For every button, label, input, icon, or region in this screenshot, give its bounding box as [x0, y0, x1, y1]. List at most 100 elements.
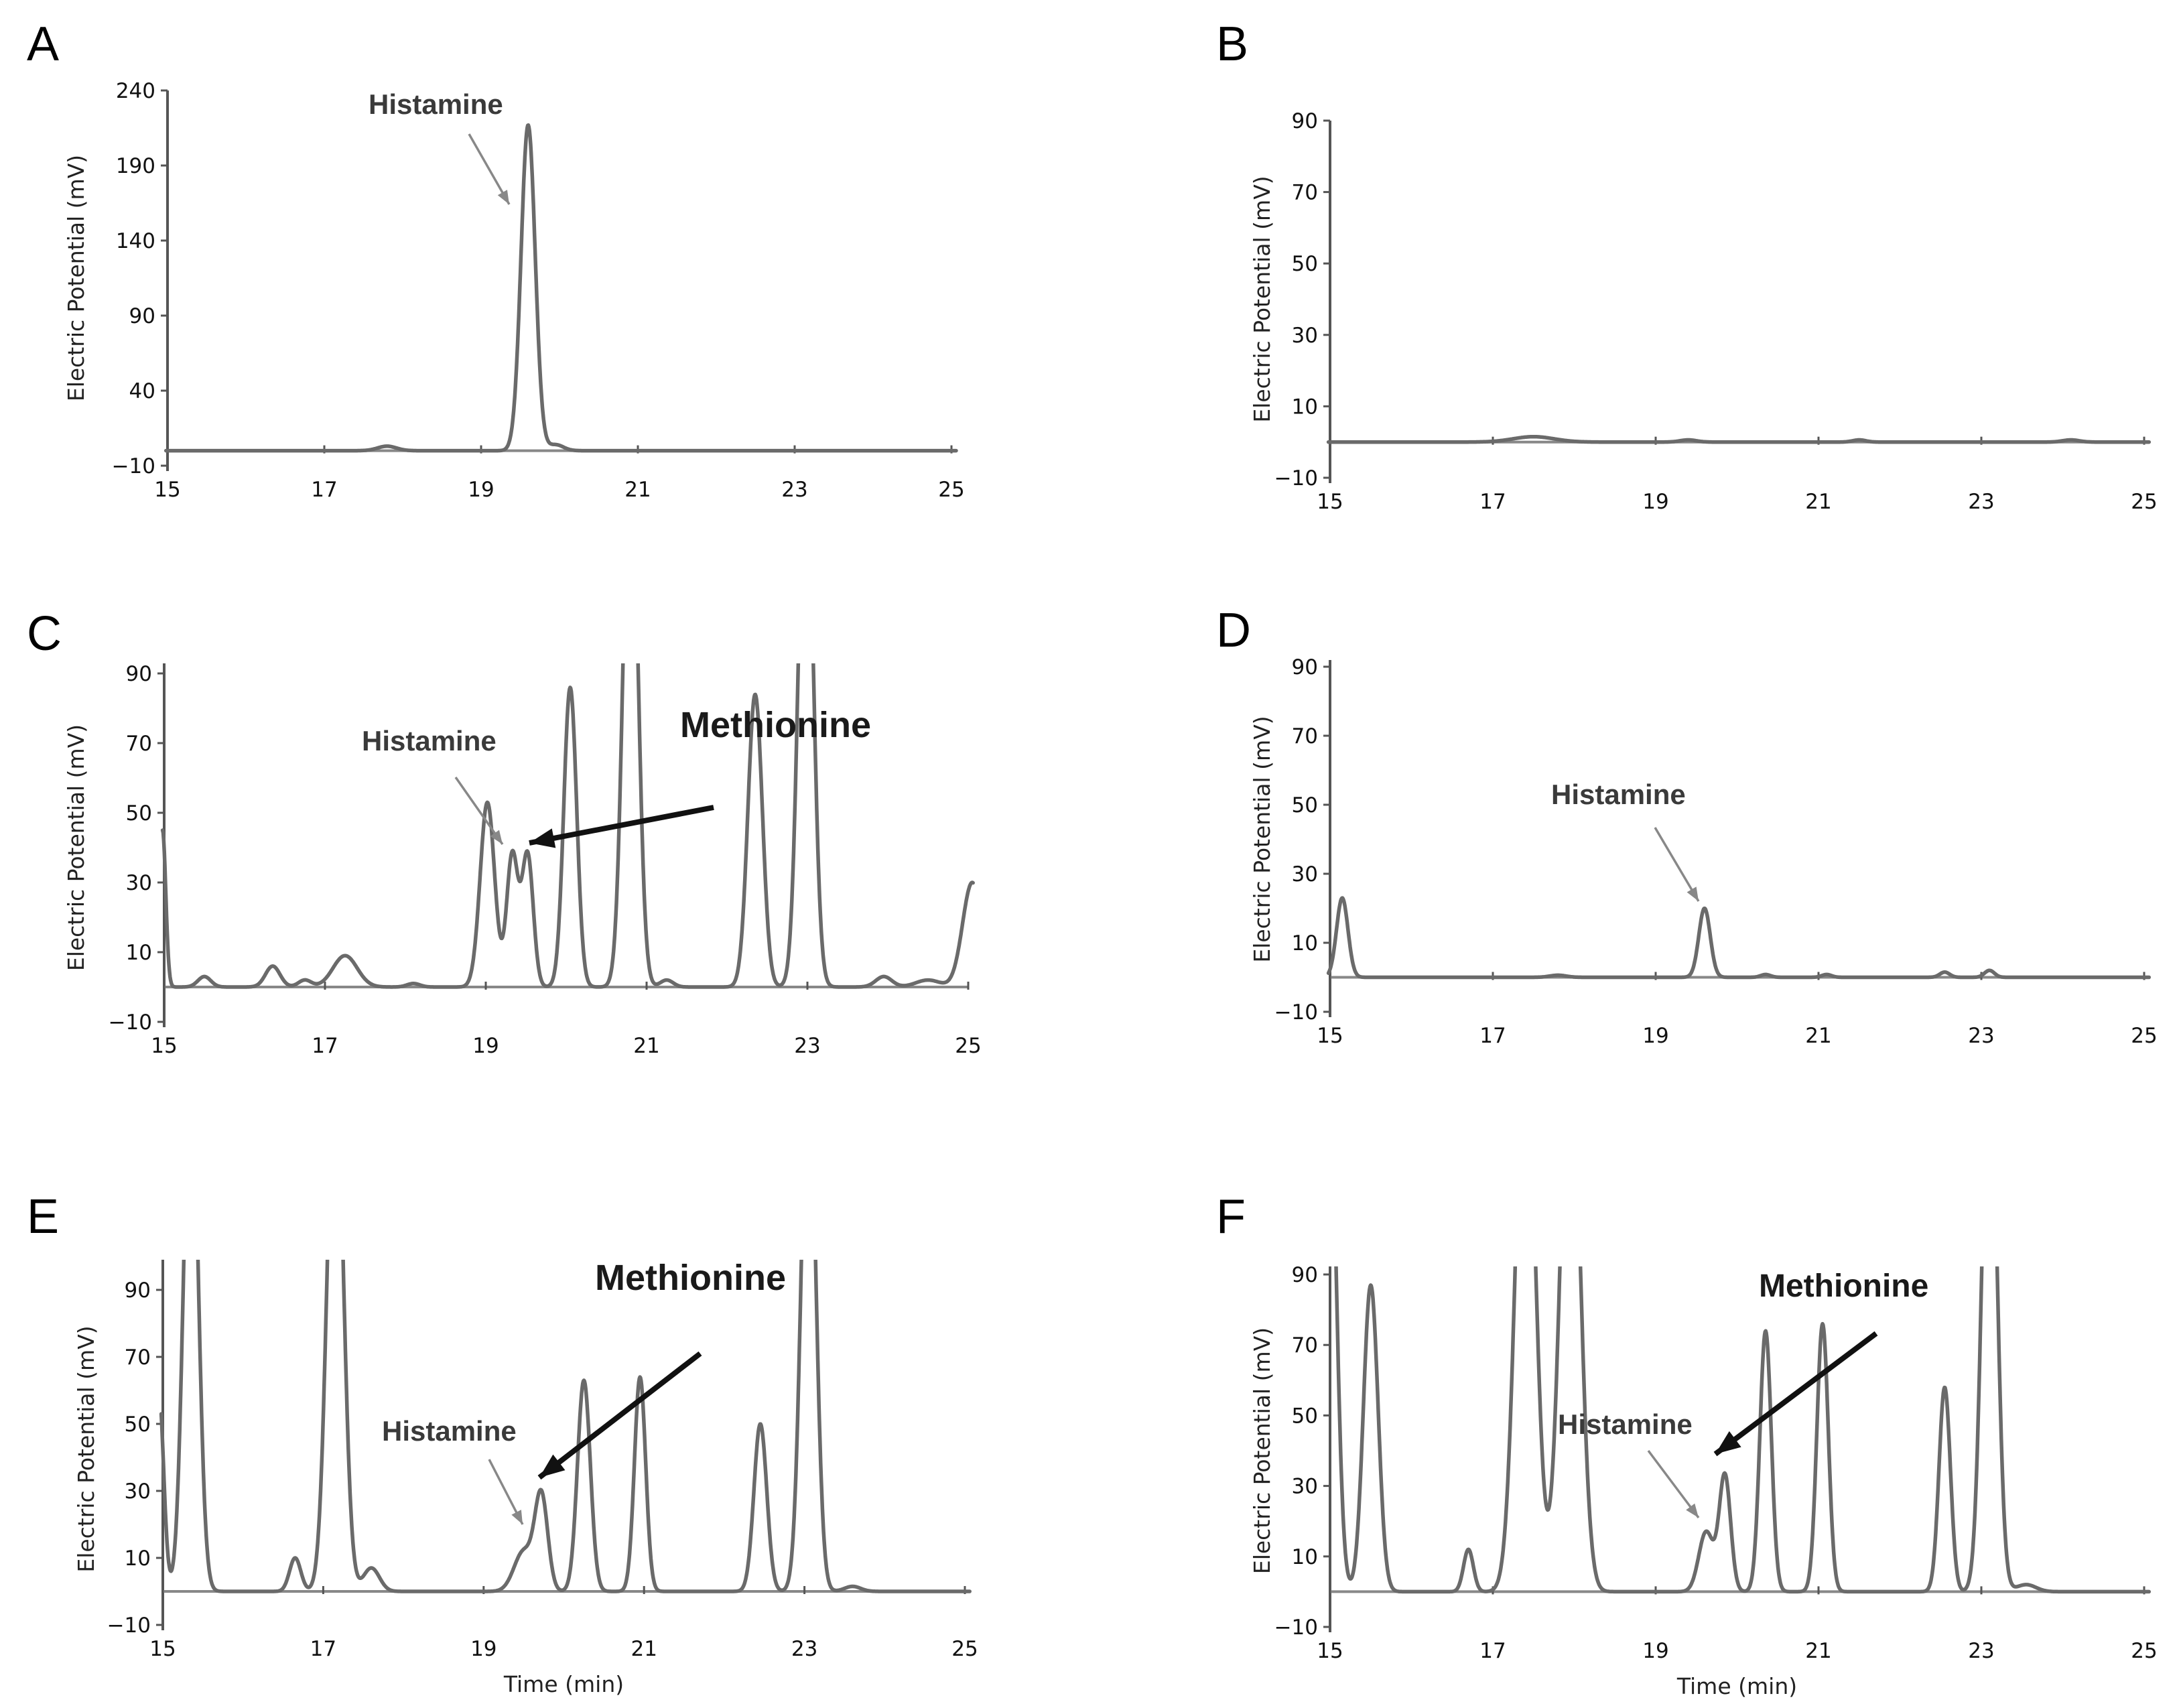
- histamine-label: Histamine: [1551, 779, 1686, 810]
- x-tick-label: 25: [938, 478, 964, 502]
- y-tick-label: 40: [129, 379, 155, 403]
- x-tick-label: 19: [1642, 490, 1668, 514]
- y-axis-title: Electric Potential (mV): [73, 1325, 99, 1572]
- histamine-arrow: [1654, 827, 1700, 902]
- chromatogram-trace: [1334, 1266, 2152, 1594]
- panel-letter: B: [1216, 17, 1248, 71]
- y-tick-label: 10: [1292, 1545, 1318, 1569]
- panel-letter: D: [1216, 604, 1251, 657]
- x-tick-label: 21: [1805, 1024, 1831, 1048]
- y-tick-label: 90: [1292, 109, 1318, 133]
- chromatogram-trace: [159, 1260, 972, 1593]
- x-tick-label: 15: [154, 478, 180, 502]
- x-tick-label: 25: [2131, 1024, 2157, 1048]
- x-tick-label: 17: [311, 478, 337, 502]
- y-tick-label: 30: [126, 871, 152, 895]
- y-tick-label: 30: [1292, 862, 1318, 886]
- x-tick-label: 15: [1317, 1024, 1343, 1048]
- y-tick-label: 70: [1292, 1333, 1318, 1358]
- y-tick-label: 50: [1292, 1404, 1318, 1428]
- x-tick-label: 23: [1968, 490, 1994, 514]
- x-tick-label: 25: [2131, 490, 2157, 514]
- arrow-head: [497, 190, 509, 204]
- panel-letter: F: [1216, 1190, 1246, 1244]
- x-tick-label: 23: [791, 1637, 817, 1661]
- y-tick-label: 50: [125, 1413, 151, 1437]
- x-tick-label: 15: [1317, 1639, 1343, 1663]
- arrow-head: [539, 1454, 566, 1477]
- panel-e: E −10 10 30 50 70 90 15 17 19 21 23 25 Electric Poten…: [27, 1190, 978, 1697]
- methionine-label: Methionine: [1759, 1268, 1928, 1304]
- y-tick-label: 30: [125, 1480, 151, 1504]
- y-tick-label: 190: [116, 154, 155, 178]
- x-tick-label: 19: [472, 1034, 499, 1058]
- methionine-arrow: [537, 1351, 702, 1480]
- x-tick-label: 19: [1642, 1024, 1668, 1048]
- panel-letter: C: [27, 607, 62, 661]
- panel-a: A −10 40 90 140 190 240 15 17 19 21 23 25 Electric Po…: [27, 17, 965, 502]
- y-tick-label: 90: [129, 304, 155, 328]
- y-axis-title: Electric Potential (mV): [1249, 716, 1275, 962]
- y-tick-label: 70: [1292, 724, 1318, 748]
- panel-letter: E: [27, 1190, 59, 1244]
- y-tick-label: 240: [116, 79, 155, 103]
- chromatogram-trace: [1326, 434, 2152, 444]
- x-tick-label: 21: [631, 1637, 657, 1661]
- peak-point: [1570, 1274, 1571, 1275]
- y-tick-label: 70: [125, 1345, 151, 1370]
- y-tick-label: −10: [107, 1614, 151, 1638]
- x-axis-title: Time (min): [1676, 1673, 1797, 1699]
- y-tick-label: 90: [126, 662, 152, 686]
- y-tick-label: −10: [1274, 466, 1318, 490]
- x-tick-label: 21: [1805, 490, 1831, 514]
- x-tick-label: 23: [1968, 1024, 1994, 1048]
- arrow-head: [1715, 1431, 1741, 1454]
- arrow-head: [529, 828, 556, 848]
- chromatogram-trace: [1326, 896, 2152, 980]
- histamine-label: Histamine: [1558, 1408, 1693, 1440]
- histamine-arrow: [1647, 1449, 1700, 1519]
- arrow-head: [1686, 1503, 1699, 1518]
- arrow-head: [511, 1510, 523, 1524]
- y-tick-label: 10: [1292, 395, 1318, 419]
- x-tick-label: 21: [624, 478, 651, 502]
- x-tick-label: 17: [312, 1034, 338, 1058]
- peak-point: [1525, 1274, 1526, 1275]
- y-tick-label: 70: [126, 732, 152, 756]
- y-axis-title: Electric Potential (mV): [63, 724, 89, 971]
- y-tick-label: 90: [1292, 655, 1318, 679]
- peak-point: [335, 1273, 336, 1274]
- x-tick-label: 15: [151, 1034, 177, 1058]
- x-tick-label: 25: [951, 1637, 978, 1661]
- x-tick-label: 23: [781, 478, 807, 502]
- x-tick-label: 21: [1805, 1639, 1831, 1663]
- y-tick-label: −10: [1274, 1000, 1318, 1025]
- y-tick-label: 10: [1292, 931, 1318, 956]
- y-tick-label: 50: [126, 801, 152, 826]
- x-tick-label: 17: [310, 1637, 336, 1661]
- x-tick-label: 15: [149, 1637, 176, 1661]
- x-tick-label: 17: [1479, 490, 1506, 514]
- x-tick-label: 17: [1479, 1639, 1506, 1663]
- x-axis-title: Time (min): [503, 1671, 624, 1697]
- methionine-arrow: [529, 805, 714, 846]
- x-tick-label: 15: [1317, 490, 1343, 514]
- x-tick-label: 17: [1479, 1024, 1506, 1048]
- y-tick-label: 10: [125, 1547, 151, 1571]
- histamine-label: Histamine: [382, 1415, 517, 1447]
- panel-letter: A: [27, 17, 59, 71]
- histamine-label: Histamine: [369, 88, 503, 120]
- y-tick-label: 50: [1292, 252, 1318, 276]
- y-tick-label: −10: [112, 454, 155, 478]
- y-axis-title: Electric Potential (mV): [1249, 176, 1275, 422]
- x-tick-label: 23: [794, 1034, 820, 1058]
- x-tick-label: 19: [1642, 1639, 1668, 1663]
- peak-point: [190, 1273, 191, 1274]
- peak-point: [805, 673, 806, 674]
- histamine-label: Histamine: [362, 725, 497, 757]
- arrow-head: [1687, 886, 1699, 901]
- x-tick-label: 25: [2131, 1639, 2157, 1663]
- y-tick-label: −10: [1274, 1616, 1318, 1640]
- y-tick-label: 140: [116, 229, 155, 253]
- panel-b: B −10 10 30 50 70 90 15 17 19 21 23 25 Electric Poten…: [1216, 17, 2158, 514]
